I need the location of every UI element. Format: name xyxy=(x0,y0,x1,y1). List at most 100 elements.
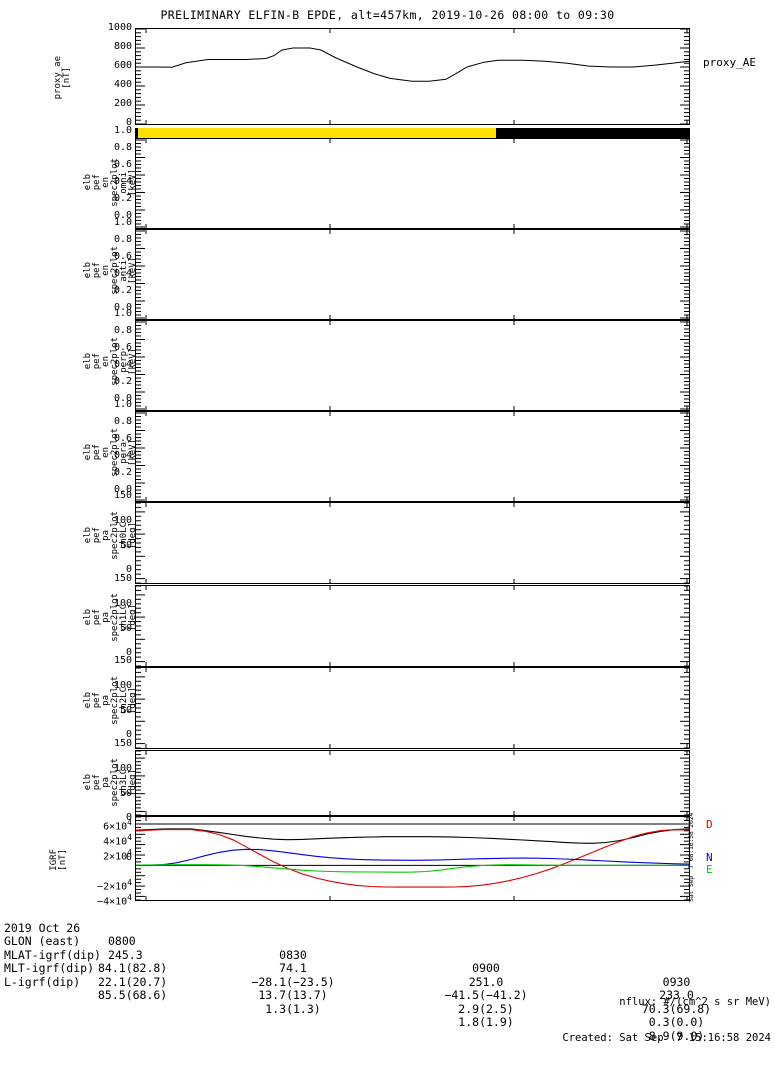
plot-canvas: PRELIMINARY ELFIN-B EPDE, alt=457km, 201… xyxy=(0,8,775,1044)
y-ticks-left xyxy=(136,321,145,410)
pa-ch3lc-plot-area xyxy=(136,751,689,815)
axis-ticklabel: 0.4 xyxy=(113,176,132,187)
y-ticks-right xyxy=(680,412,689,501)
legend-item-n: N xyxy=(706,851,713,864)
panel-pa-ch0lc xyxy=(135,502,690,584)
pa-ch1lc-plot-area xyxy=(136,586,689,666)
axis-ticklabel: 600 xyxy=(113,60,132,71)
y-ticks-right xyxy=(680,751,689,815)
axis-ticklabel: 100 xyxy=(113,598,132,609)
x-ticks xyxy=(145,321,688,410)
status-bar xyxy=(135,128,690,138)
panel-pa-ch2lc xyxy=(135,667,690,749)
axis-title-part: [nT] xyxy=(62,67,72,89)
axis-ticklabel: 0.6 xyxy=(113,342,132,353)
annotation-cell: 0930 xyxy=(662,974,691,989)
x-ticks xyxy=(145,817,688,900)
axis-title-pa-ch0lc: elb pef pa spec2plot ch0LC [deg] xyxy=(28,493,138,578)
annotation-row-label: MLT-igrf(dip) xyxy=(4,961,95,975)
footer-units: nflux: #/(cm^2 s sr MeV) xyxy=(619,996,771,1008)
axis-ticklabel: 0 xyxy=(125,117,132,128)
annotation-cell: 13.7(13.7) xyxy=(258,988,328,1002)
y-ticks-left xyxy=(136,668,145,748)
status-bar-yellow-segment xyxy=(138,128,496,138)
panel-en-para xyxy=(135,411,690,502)
y-ticks-left xyxy=(136,29,145,124)
axis-ticklabel: 0.8 xyxy=(113,234,132,245)
y-ticks-left xyxy=(136,412,145,501)
x-ticks xyxy=(145,586,688,666)
axis-ticklabel: 0.4 xyxy=(113,268,132,279)
annotation-cell: 74.1 xyxy=(279,961,307,975)
page-title: PRELIMINARY ELFIN-B EPDE, alt=457km, 201… xyxy=(160,8,615,22)
axis-ticklabel: 1.0 xyxy=(113,399,132,410)
y-ticks-right xyxy=(680,668,689,748)
axis-ticklabel: 150 xyxy=(113,738,132,749)
igrf-d-trace xyxy=(136,828,689,888)
axis-ticklabel: 0.2 xyxy=(113,467,132,478)
en-anti-plot-area xyxy=(136,230,689,319)
legend-item-d: D xyxy=(706,818,713,831)
annotation-row-mlat: MLAT-igrf(dip) 84.1(82.8) −28.1(−23.5) −… xyxy=(0,935,775,1015)
right-label-proxy-ae: proxy_AE xyxy=(703,56,756,69)
y-ticks-right xyxy=(680,503,689,583)
axis-ticklabel: 1000 xyxy=(107,22,132,33)
axis-ticklabel: 0.6 xyxy=(113,159,132,170)
axis-ticklabel: 50 xyxy=(119,540,132,551)
axis-ticklabel: 0.6 xyxy=(113,433,132,444)
x-ticks xyxy=(145,230,688,319)
axis-ticklabel: 0.4 xyxy=(113,359,132,370)
axis-ticklabel: 0.0 xyxy=(113,210,132,221)
tick-mantissa: 6×10 xyxy=(103,821,128,833)
axis-ticklabel: 2×104 xyxy=(103,848,132,863)
annotation-cell: 251.0 xyxy=(468,974,504,989)
axis-ticklabel: 0.2 xyxy=(113,376,132,387)
annotation-cell: 245.3 xyxy=(108,947,143,962)
axis-ticklabel: 100 xyxy=(113,763,132,774)
y-ticks-left xyxy=(136,503,145,583)
panel-pa-ch3lc xyxy=(135,750,690,816)
en-para-plot-area xyxy=(136,412,689,501)
y-ticks-right xyxy=(680,230,689,319)
pa-ch2lc-plot-area xyxy=(136,668,689,748)
annotation-cell: 85.5(68.6) xyxy=(98,988,168,1002)
axis-ticklabel: 0.0 xyxy=(113,393,132,404)
tick-mantissa: −2×10 xyxy=(97,881,128,893)
proxy-ae-trace xyxy=(136,47,689,82)
igrf-e-trace xyxy=(136,864,689,873)
axis-ticklabel: 800 xyxy=(113,41,132,52)
axis-ticklabel: 0.8 xyxy=(113,325,132,336)
y-ticks-right xyxy=(680,321,689,410)
y-ticks-left xyxy=(136,230,145,319)
annotation-row-date: 2019 Oct 26 0800 0830 0900 0930 xyxy=(0,908,775,988)
x-ticks xyxy=(145,29,688,124)
annotation-row-label: L-igrf(dip) xyxy=(4,974,81,989)
axis-ticklabel: 150 xyxy=(113,655,132,666)
x-ticks xyxy=(145,503,688,583)
panel-proxy-ae xyxy=(135,28,690,125)
annotation-row-label: 2019 Oct 26 xyxy=(4,920,81,935)
tick-mantissa: −4×10 xyxy=(97,896,128,908)
panel-en-perp xyxy=(135,320,690,411)
panel-en-omni xyxy=(135,138,690,229)
axis-ticklabel: −2×104 xyxy=(97,878,132,893)
tick-mantissa: 4×10 xyxy=(103,836,128,848)
panel-igrf xyxy=(135,816,690,901)
axis-ticklabel: −4×104 xyxy=(97,893,132,908)
axis-ticklabel: 0 xyxy=(125,564,132,575)
axis-ticklabel: 4×104 xyxy=(103,833,132,848)
annotation-cell: −28.1(−23.5) xyxy=(251,974,335,989)
proxy-ae-plot-area xyxy=(136,29,689,124)
igrf-n-trace xyxy=(136,848,689,866)
tick-mantissa: 2×10 xyxy=(103,851,128,863)
y-ticks-right xyxy=(680,139,689,228)
footer-created: Created: Sat Sep 7 15:16:58 2024 xyxy=(562,1032,771,1044)
annotation-cell: 84.1(82.8) xyxy=(98,961,168,975)
axis-title-proxy-ae: proxy_ae [nT] xyxy=(28,28,72,128)
annotation-row-label: GLON (east) xyxy=(4,934,81,948)
x-ticks xyxy=(145,139,688,228)
y-ticks-left xyxy=(136,139,145,228)
x-ticks xyxy=(145,412,688,501)
axis-ticklabel: 150 xyxy=(113,490,132,501)
axis-ticklabel: 100 xyxy=(113,680,132,691)
